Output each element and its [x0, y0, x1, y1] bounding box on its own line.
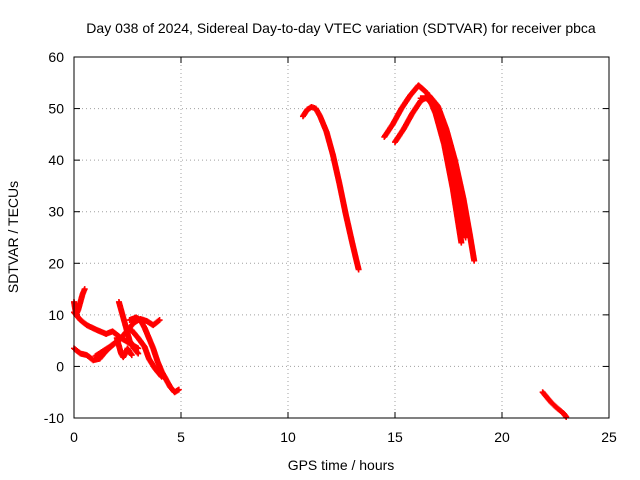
- data-point: [155, 317, 162, 324]
- y-axis-label: SDTVAR / TECUs: [5, 181, 21, 293]
- x-tick-label: 15: [387, 429, 403, 445]
- x-axis-label: GPS time / hours: [288, 457, 395, 473]
- chart-title: Day 038 of 2024, Sidereal Day-to-day VTE…: [86, 20, 596, 36]
- data-point: [175, 386, 182, 393]
- x-tick-label: 20: [494, 429, 510, 445]
- data-point: [134, 349, 141, 356]
- data-point: [563, 413, 570, 420]
- data-point: [462, 234, 469, 241]
- y-tick-label: 10: [48, 307, 64, 323]
- y-tick-label: 0: [56, 358, 64, 374]
- data-point: [471, 257, 478, 264]
- data-point: [128, 352, 135, 359]
- y-tick-label: 50: [48, 101, 64, 117]
- y-tick-label: 30: [48, 204, 64, 220]
- data-point: [355, 266, 362, 273]
- data-point: [458, 239, 465, 246]
- y-tick-label: 60: [48, 49, 64, 65]
- data-point: [158, 373, 165, 380]
- x-tick-label: 5: [177, 429, 185, 445]
- x-tick-label: 10: [280, 429, 296, 445]
- x-tick-label: 0: [70, 429, 78, 445]
- data-point: [81, 286, 88, 293]
- data-points: [71, 82, 570, 420]
- data-point: [135, 350, 142, 357]
- y-tick-label: 40: [48, 152, 64, 168]
- x-tick-label: 25: [601, 429, 617, 445]
- data-point: [157, 372, 164, 379]
- axis-ticks: 0 5 10 15 20 25 -10 0 10 20 30 40 50 60: [44, 49, 617, 445]
- y-tick-label: -10: [44, 410, 64, 426]
- plot-frame: [73, 56, 610, 419]
- data-point: [156, 317, 163, 324]
- y-tick-label: 20: [48, 255, 64, 271]
